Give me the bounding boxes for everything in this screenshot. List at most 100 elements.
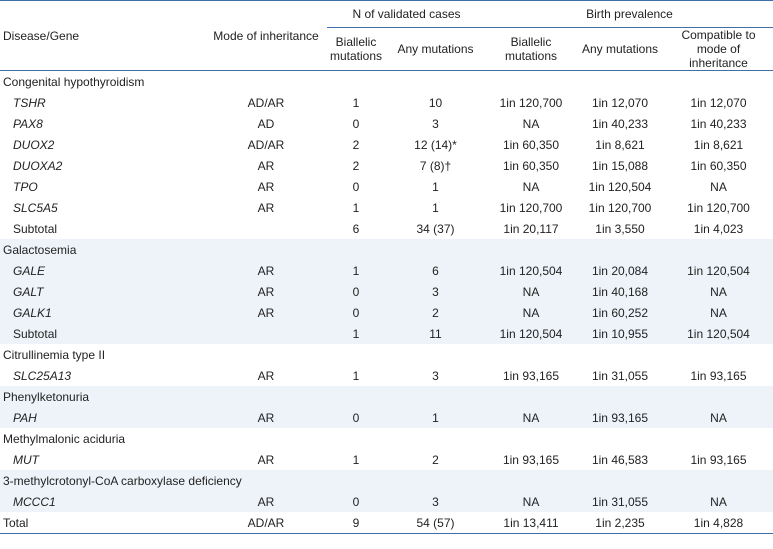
cell: 1in 120,700 — [499, 200, 563, 215]
cell: 1in 8,621 — [595, 137, 645, 152]
cell: 54 (57) — [416, 515, 455, 530]
cell: 1in 93,165 — [690, 452, 747, 467]
cell: NA — [486, 281, 576, 302]
table-row: MUT AR 1 2 1in 93,165 1in 46,583 1in 93,165 — [0, 449, 773, 470]
table-row: Total AD/AR 9 54 (57) 1in 13,411 1in 2,235 1in… — [0, 512, 773, 534]
cell: AD/AR — [247, 137, 285, 152]
cell: 7 (8)† — [419, 158, 452, 173]
table-row: SLC25A13 AR 1 3 1in 93,165 1in 31,055 1in 93,1… — [0, 365, 773, 386]
table-row: Subtotal 1 11 1in 120,504 1in 10,955 1in 120,… — [0, 323, 773, 344]
cell: SLC5A5 — [13, 200, 58, 215]
cell: 0 — [352, 116, 360, 131]
prevalence-table: Disease/Gene Mode of inheritance N of va… — [0, 0, 773, 534]
cell: 12 (14)* — [414, 137, 457, 152]
table-row: Subtotal 6 34 (37) 1in 20,117 1in 3,550 1in 4… — [0, 218, 773, 239]
cell: PAH — [0, 407, 205, 428]
header-cell: Disease/Gene — [3, 28, 80, 43]
cell: Total — [3, 515, 29, 530]
group-row: Methylmalonic aciduria — [0, 428, 773, 449]
cell: 1in 4,023 — [693, 221, 744, 236]
table-row: MCCC1 AR 0 3 NA 1in 31,055 NA — [0, 491, 773, 512]
cell: 1in 60,350 — [502, 158, 560, 173]
cell: 1in 20,117 — [503, 221, 559, 236]
cell: AD/AR — [247, 95, 285, 110]
group-name: Congenital hypothyroidism — [3, 74, 145, 89]
cell: AR — [205, 260, 327, 281]
cell: TSHR — [13, 95, 46, 110]
cell: 1 — [432, 179, 439, 194]
cell: AR — [257, 158, 275, 173]
cell: AD/AR — [247, 515, 285, 530]
table-row: TPO AR 0 1 NA 1in 120,504 NA — [0, 176, 773, 197]
cell: GALK1 — [0, 302, 205, 323]
cell: 3 — [432, 116, 439, 131]
cell: 1in 120,700 — [687, 200, 750, 215]
table-row: DUOX2 AD/AR 2 12 (14)* 1in 60,350 1in 8,621 1i… — [0, 134, 773, 155]
cell: 0 — [327, 407, 385, 428]
cell: NA — [486, 491, 576, 512]
cell: 2 — [352, 158, 360, 173]
cell: 1 — [352, 200, 360, 215]
cell: AR — [205, 281, 327, 302]
cell: 1in 120,504 — [664, 323, 773, 344]
table-body: Congenital hypothyroidism TSHR AD/AR 1 10 1in… — [0, 71, 773, 534]
cell: 1in 12,070 — [690, 95, 747, 110]
group-row: Phenylketonuria — [0, 386, 773, 407]
cell: 1 — [352, 452, 360, 467]
cell: 0 — [327, 281, 385, 302]
cell — [205, 218, 327, 239]
cell: 1in 40,233 — [591, 116, 649, 131]
header-cell: Biallelic mutations — [330, 35, 383, 63]
cell: 2 — [352, 137, 360, 152]
cell: Subtotal — [0, 323, 205, 344]
cell: MUT — [13, 452, 39, 467]
cell: AR — [257, 200, 275, 215]
cell: NA — [664, 407, 773, 428]
group-name: Phenylketonuria — [0, 386, 773, 407]
cell: 1in 60,350 — [502, 137, 560, 152]
cell: 11 — [385, 323, 486, 344]
cell: AR — [205, 407, 327, 428]
cell: 0 — [327, 302, 385, 323]
cell: NA — [664, 281, 773, 302]
table-row: SLC5A5 AR 1 1 1in 120,700 1in 120,700 1in 120,… — [0, 197, 773, 218]
table-row: GALK1 AR 0 2 NA 1in 60,252 NA — [0, 302, 773, 323]
cell: 1in 46,583 — [591, 452, 649, 467]
cell: DUOXA2 — [13, 158, 63, 173]
cell: 1in 13,411 — [503, 515, 559, 530]
cell: 1in 40,233 — [690, 116, 747, 131]
group-row: Galactosemia — [0, 239, 773, 260]
cell: 1 — [327, 260, 385, 281]
table-header: Disease/Gene Mode of inheritance N of va… — [0, 0, 773, 71]
cell: DUOX2 — [13, 137, 55, 152]
cell: AR — [205, 491, 327, 512]
header-cell: Any mutations — [397, 42, 474, 56]
cell: AR — [205, 302, 327, 323]
group-name: 3-methylcrotonyl-CoA carboxylase deficie… — [0, 470, 773, 491]
cell: 10 — [428, 95, 443, 110]
cell: 1in 93,165 — [502, 452, 560, 467]
cell: 2 — [432, 452, 439, 467]
cell: NA — [664, 491, 773, 512]
cell: AR — [257, 452, 275, 467]
table-row: GALE AR 1 6 1in 120,504 1in 20,084 1in 120,504 — [0, 260, 773, 281]
header-cell: Mode of inheritance — [213, 28, 319, 43]
cell: 1in 93,165 — [576, 407, 664, 428]
cell: 1in 15,088 — [591, 158, 649, 173]
cell: NA — [710, 179, 727, 194]
cell: 1in 120,504 — [486, 260, 576, 281]
cell: 3 — [385, 281, 486, 302]
table-row: PAX8 AD 0 3 NA 1in 40,233 1in 40,233 — [0, 113, 773, 134]
cell: 9 — [352, 515, 360, 530]
cell: AR — [257, 179, 275, 194]
header-cell: Birth prevalence — [486, 0, 773, 28]
cell: 6 — [352, 221, 360, 236]
cell: NA — [522, 116, 540, 131]
cell: NA — [486, 302, 576, 323]
group-name: Galactosemia — [0, 239, 773, 260]
cell: 1 — [352, 368, 360, 383]
cell: 1in 31,055 — [576, 491, 664, 512]
cell: NA — [486, 407, 576, 428]
cell: NA — [664, 302, 773, 323]
